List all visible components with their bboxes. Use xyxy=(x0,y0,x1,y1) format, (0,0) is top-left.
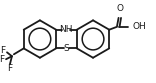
Text: S: S xyxy=(64,44,69,53)
Text: O: O xyxy=(117,4,124,13)
Text: OH: OH xyxy=(133,22,147,31)
Text: F: F xyxy=(0,46,6,55)
Text: F: F xyxy=(0,55,5,64)
Text: NH: NH xyxy=(59,25,73,34)
Text: F: F xyxy=(7,64,12,73)
